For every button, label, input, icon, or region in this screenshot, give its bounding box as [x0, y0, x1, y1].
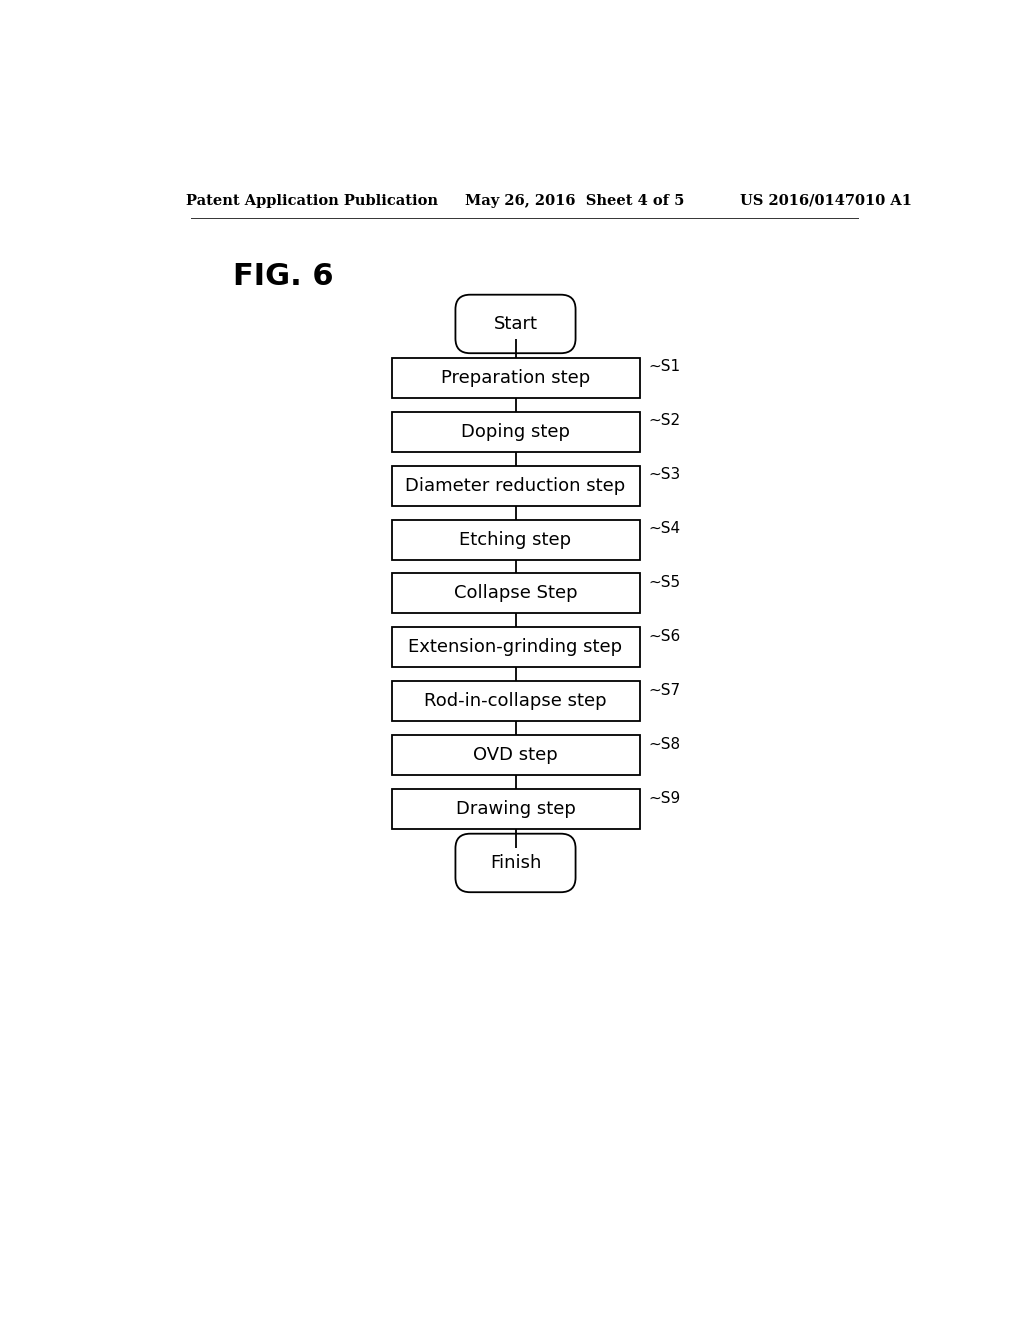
Text: ∼S3: ∼S3 — [649, 467, 681, 482]
Bar — [391, 789, 640, 829]
Text: Drawing step: Drawing step — [456, 800, 575, 818]
Text: Start: Start — [494, 315, 538, 333]
Text: ∼S2: ∼S2 — [649, 413, 681, 428]
Text: Etching step: Etching step — [460, 531, 571, 549]
Text: ∼S7: ∼S7 — [649, 682, 681, 698]
Bar — [391, 573, 640, 614]
Text: ∼S8: ∼S8 — [649, 737, 681, 751]
FancyBboxPatch shape — [456, 834, 575, 892]
Text: ∼S1: ∼S1 — [649, 359, 681, 375]
Text: Finish: Finish — [489, 854, 542, 873]
Text: Extension-grinding step: Extension-grinding step — [409, 639, 623, 656]
Bar — [391, 466, 640, 506]
Bar — [391, 681, 640, 721]
Text: Doping step: Doping step — [461, 422, 570, 441]
Text: ∼S5: ∼S5 — [649, 576, 681, 590]
Text: ∼S4: ∼S4 — [649, 521, 681, 536]
FancyBboxPatch shape — [456, 294, 575, 354]
Text: Preparation step: Preparation step — [441, 368, 590, 387]
Text: US 2016/0147010 A1: US 2016/0147010 A1 — [740, 194, 912, 207]
Bar — [391, 627, 640, 668]
Text: FIG. 6: FIG. 6 — [232, 263, 333, 292]
Text: Rod-in-collapse step: Rod-in-collapse step — [424, 692, 607, 710]
Text: Patent Application Publication: Patent Application Publication — [186, 194, 438, 207]
Text: Collapse Step: Collapse Step — [454, 585, 578, 602]
Text: OVD step: OVD step — [473, 746, 558, 764]
Text: May 26, 2016  Sheet 4 of 5: May 26, 2016 Sheet 4 of 5 — [465, 194, 684, 207]
Bar — [391, 735, 640, 775]
Bar — [391, 358, 640, 397]
Bar — [391, 412, 640, 451]
Text: ∼S9: ∼S9 — [649, 791, 681, 805]
Text: Diameter reduction step: Diameter reduction step — [406, 477, 626, 495]
Text: ∼S6: ∼S6 — [649, 628, 681, 644]
Bar — [391, 520, 640, 560]
